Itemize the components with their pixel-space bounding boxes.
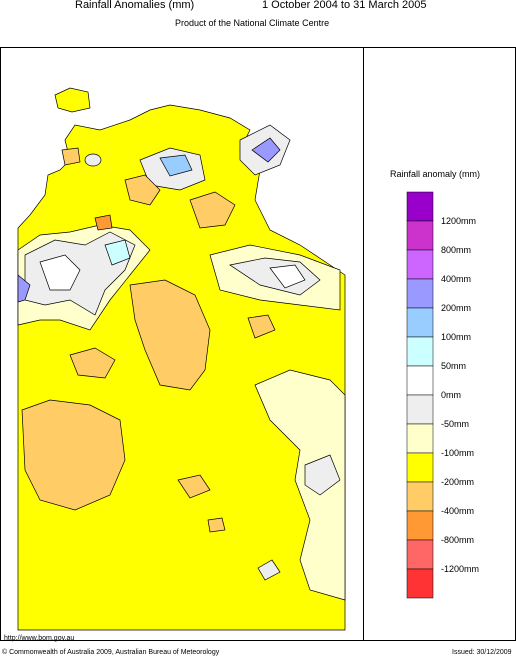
legend-swatch — [406, 539, 434, 570]
legend-swatch — [406, 278, 434, 309]
legend-swatch — [406, 336, 434, 367]
legend-swatch — [406, 249, 434, 280]
legend-swatch — [406, 568, 434, 599]
period: 1 October 2004 to 31 March 2005 — [262, 0, 427, 11]
legend-label: -800mm — [441, 535, 474, 545]
legend-swatch — [406, 452, 434, 483]
subtitle: Product of the National Climate Centre — [175, 18, 329, 28]
legend-swatch — [406, 394, 434, 425]
legend-label: -400mm — [441, 506, 474, 516]
legend-swatch — [406, 510, 434, 541]
legend-swatch — [406, 191, 434, 222]
legend-label: 1200mm — [441, 216, 476, 226]
legend: 1200mm 800mm 400mm 200mm 100mm 50mm 0mm -50mm -1… — [406, 191, 479, 599]
legend-label: 0mm — [441, 390, 461, 400]
legend-swatch — [406, 481, 434, 512]
copyright: © Commonwealth of Australia 2009, Austra… — [2, 648, 220, 656]
legend-label: 50mm — [441, 361, 466, 371]
issued: Issued: 30/12/2009 — [452, 649, 512, 656]
legend-title: Rainfall anomaly (mm) — [390, 169, 480, 179]
legend-label: -1200mm — [441, 564, 479, 574]
url: http://www.bom.gov.au — [4, 635, 74, 642]
legend-swatch — [406, 423, 434, 454]
legend-swatch — [406, 307, 434, 338]
legend-label: 400mm — [441, 274, 471, 284]
legend-swatch — [406, 365, 434, 396]
map — [17, 87, 346, 631]
legend-label: -100mm — [441, 448, 474, 458]
legend-label: 200mm — [441, 303, 471, 313]
title: Rainfall Anomalies (mm) — [75, 0, 194, 11]
legend-label: 800mm — [441, 245, 471, 255]
legend-label: -200mm — [441, 477, 474, 487]
legend-label: -50mm — [441, 419, 469, 429]
legend-swatch — [406, 220, 434, 251]
legend-label: 100mm — [441, 332, 471, 342]
